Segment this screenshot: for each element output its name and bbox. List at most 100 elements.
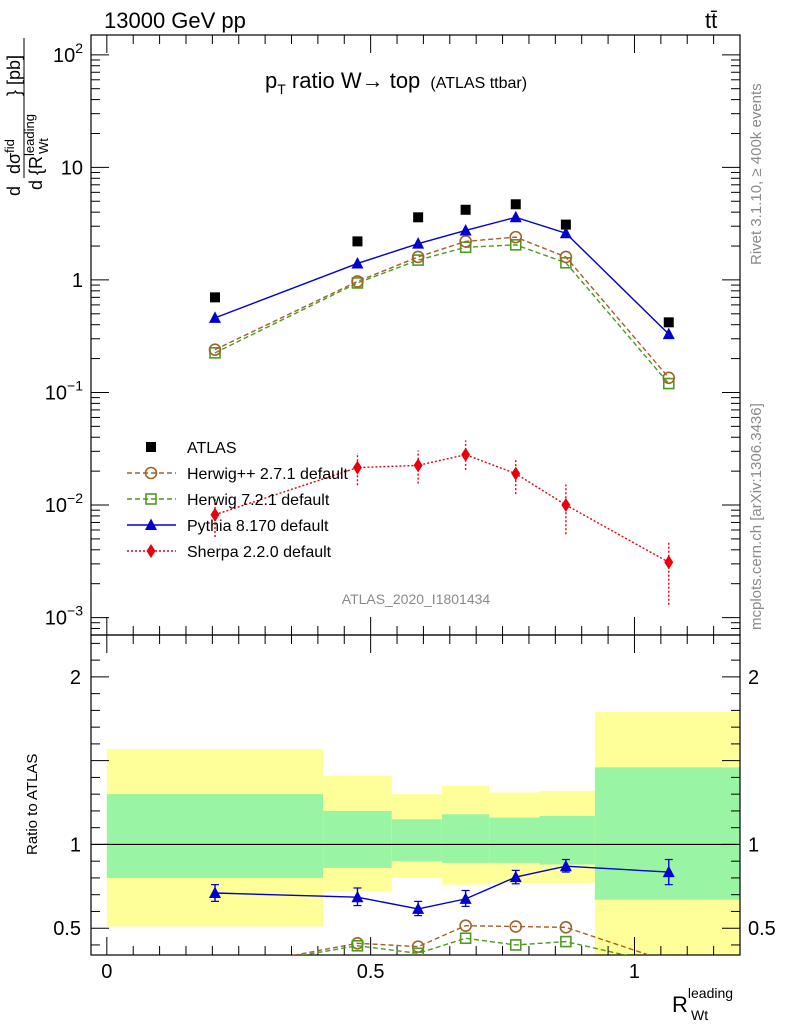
ratio-point — [560, 935, 572, 948]
y-tick-label-5: 102 — [53, 40, 83, 67]
x-tick-label-2: 1 — [629, 961, 640, 983]
mcplots-label: mcplots.cern.ch [arXiv:1306.3436] — [748, 403, 765, 630]
ratio-point — [412, 902, 425, 914]
svg-text:dσfid: dσfid — [2, 139, 24, 174]
ratio-frame — [90, 634, 741, 956]
x-tick-label-0: 0 — [101, 961, 112, 983]
ratio-point — [209, 965, 220, 976]
series-2 — [209, 239, 675, 390]
ratio-y-tick-label-1: 1 — [70, 834, 81, 856]
y-tick-label-3: 1 — [72, 270, 83, 292]
data-point — [352, 460, 362, 475]
legend-item-2: Herwig 7.2.1 default — [127, 492, 330, 509]
ratio-point — [459, 892, 472, 904]
ratio-y-tick-label-2: 2 — [70, 667, 81, 689]
legend-item-3: Pythia 8.170 default — [127, 518, 329, 535]
svg-text:} [pb]: } [pb] — [4, 55, 24, 96]
data-point — [662, 371, 676, 385]
ratio-y-tick-label-right-2: 2 — [748, 667, 759, 689]
band-green-2 — [391, 819, 442, 862]
data-point — [413, 458, 423, 473]
legend-label: ATLAS — [187, 440, 237, 457]
axes: 10−3 10−2 10−1 1 10 102 0 0.5 1 0.5 0.5 1 1 2 2 — [45, 35, 776, 983]
ratio-point — [459, 919, 472, 932]
x-axis-label: Rleading Wt — [672, 985, 733, 1023]
rivet-version-label: Rivet 3.1.10, ≥ 400k events — [748, 83, 765, 265]
data-point — [664, 555, 674, 570]
main-series — [208, 199, 676, 605]
data-point — [663, 317, 674, 328]
ratio-y-tick-label-0: 0.5 — [53, 918, 81, 940]
legend-item-4: Sherpa 2.2.0 default — [127, 544, 332, 561]
legend: ATLAS Herwig++ 2.7.1 default Herwig 7.2.1 … — [127, 440, 349, 561]
data-point — [459, 241, 472, 254]
data-point — [510, 199, 521, 210]
legend-item-0: ATLAS — [146, 440, 237, 457]
data-point — [413, 212, 424, 223]
band-green-5 — [539, 815, 595, 865]
ratio-point — [459, 932, 472, 945]
ratio-point — [208, 886, 221, 899]
legend-marker — [145, 493, 157, 505]
band-green-1 — [323, 810, 392, 868]
legend-label: Herwig 7.2.1 default — [187, 492, 330, 509]
data-point — [509, 239, 522, 251]
ratio-point — [559, 859, 572, 872]
data-point — [209, 292, 220, 303]
ratio-point — [559, 921, 573, 934]
ratio-series — [208, 858, 675, 976]
process-label: tt̄ — [705, 8, 717, 33]
data-point — [461, 447, 471, 462]
ratio-line-2 — [299, 937, 628, 955]
ratio-point — [509, 870, 522, 883]
data-point — [561, 498, 571, 513]
ratio-ylabel: Ratio to ATLAS — [24, 754, 41, 855]
data-point — [559, 226, 572, 239]
ratio-point — [662, 865, 675, 878]
data-point — [210, 507, 220, 522]
ratio-series-0 — [208, 858, 675, 917]
ratio-y-tick-label-right-0: 0.5 — [748, 918, 776, 940]
band-green-4 — [489, 817, 540, 863]
energy-label: 13000 GeV pp — [104, 8, 246, 33]
ratio-point — [351, 939, 364, 952]
analysis-id: ATLAS_2020_I1801434 — [342, 591, 491, 607]
ratio-y-tick-label-right-1: 1 — [748, 834, 759, 856]
legend-marker — [144, 466, 158, 480]
data-point — [459, 223, 472, 236]
legend-label: Herwig++ 2.7.1 default — [187, 466, 349, 483]
series-line-1 — [214, 236, 670, 379]
data-point — [509, 210, 522, 223]
ratio-point — [351, 890, 364, 903]
svg-text:d: d — [4, 186, 24, 196]
ratio-point — [509, 939, 522, 951]
x-tick-label-1: 0.5 — [357, 961, 385, 983]
ratio-series-2 — [210, 932, 674, 975]
ratio-point — [210, 965, 220, 975]
data-point — [460, 204, 471, 215]
legend-marker — [146, 442, 156, 452]
legend-marker — [145, 518, 157, 530]
data-point — [509, 230, 523, 244]
band-green-6 — [594, 767, 740, 900]
ratio-point — [663, 956, 674, 967]
y-tick-label-1: 10−2 — [45, 490, 83, 517]
band-green-3 — [441, 814, 490, 863]
ratio-series-1 — [209, 919, 674, 976]
data-point — [559, 250, 573, 264]
legend-label: Sherpa 2.2.0 default — [187, 544, 332, 561]
data-point — [662, 327, 675, 340]
series-line-2 — [214, 244, 670, 385]
data-point — [208, 343, 222, 356]
ratio-point — [412, 947, 424, 955]
series-4 — [210, 440, 674, 605]
data-point — [662, 377, 675, 390]
legend-item-1: Herwig++ 2.7.1 default — [127, 466, 349, 483]
data-point — [560, 219, 571, 230]
uncertainty-bands — [91, 712, 740, 955]
ratio-point — [664, 960, 674, 970]
main-ylabel: d dσfid d {RleadingWt } [pb] — [2, 38, 51, 196]
series-1 — [208, 230, 676, 385]
data-point — [459, 235, 472, 248]
